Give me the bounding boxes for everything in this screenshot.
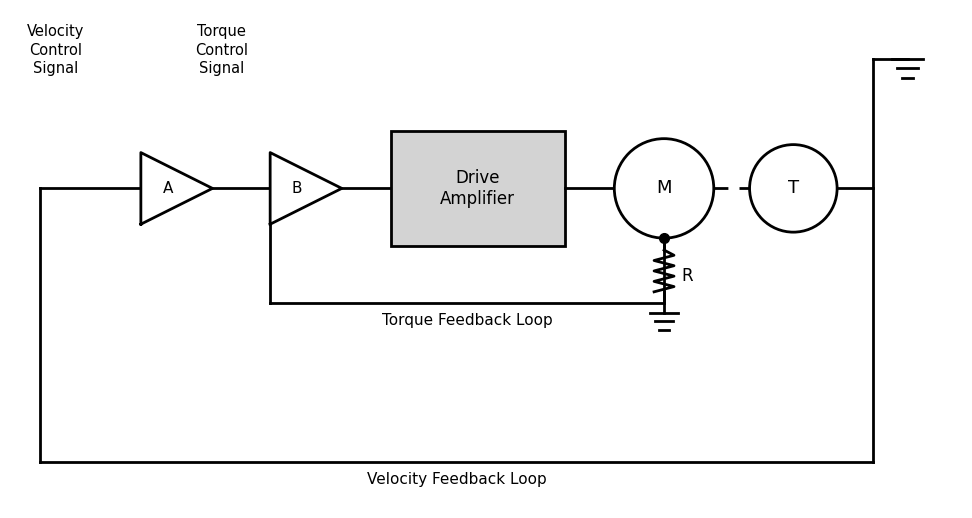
Bar — [391, 131, 565, 246]
Text: Velocity Feedback Loop: Velocity Feedback Loop — [366, 472, 546, 487]
Circle shape — [614, 139, 713, 238]
Text: Torque Feedback Loop: Torque Feedback Loop — [382, 313, 552, 328]
Polygon shape — [270, 153, 342, 224]
Text: Velocity
Control
Signal: Velocity Control Signal — [26, 24, 84, 77]
Circle shape — [749, 145, 837, 232]
Text: A: A — [162, 181, 173, 196]
Text: R: R — [681, 267, 693, 285]
Polygon shape — [141, 153, 213, 224]
Text: Torque
Control
Signal: Torque Control Signal — [195, 24, 248, 77]
Text: Drive
Amplifier: Drive Amplifier — [440, 169, 515, 208]
Text: M: M — [656, 179, 672, 197]
Text: T: T — [787, 179, 799, 197]
Text: B: B — [292, 181, 302, 196]
